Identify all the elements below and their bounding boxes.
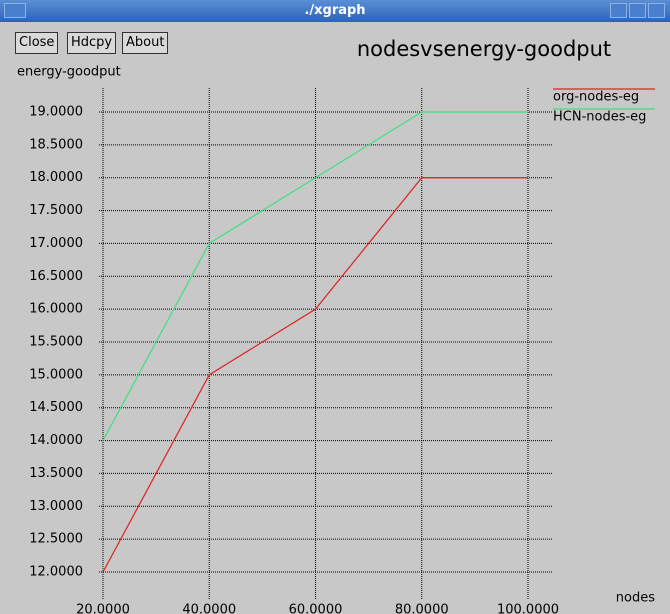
x-tick-label: 60.0000 [289, 603, 343, 614]
x-tick-label: 80.0000 [395, 603, 449, 614]
series-line [102, 177, 528, 573]
y-tick-label: 19.0000 [29, 105, 83, 120]
y-tick-label: 15.0000 [29, 367, 83, 382]
minimize[interactable] [610, 3, 627, 18]
maximize[interactable] [629, 3, 646, 18]
close-window[interactable] [648, 3, 665, 18]
legend-label: HCN-nodes-eg [553, 110, 646, 125]
window-menu[interactable] [4, 3, 26, 18]
series-line [102, 111, 528, 441]
y-axis-label: energy-goodput [17, 65, 121, 80]
hdcpy-button[interactable]: Hdcpy [67, 32, 117, 54]
y-tick-label: 16.0000 [29, 302, 83, 317]
y-tick-label: 16.5000 [29, 269, 83, 284]
close-button[interactable]: Close [15, 32, 59, 54]
y-tick-label: 18.0000 [29, 170, 83, 185]
y-tick-label: 13.0000 [29, 499, 83, 514]
x-tick-label: 100.0000 [497, 603, 559, 614]
y-tick-label: 13.5000 [29, 466, 83, 481]
y-tick-label: 14.5000 [29, 400, 83, 415]
y-tick-label: 12.0000 [29, 565, 83, 580]
y-tick-label: 15.5000 [29, 335, 83, 350]
y-tick-label: 12.5000 [29, 532, 83, 547]
y-tick-label: 14.0000 [29, 433, 83, 448]
legend-label: org-nodes-eg [553, 90, 639, 105]
y-tick-label: 17.0000 [29, 236, 83, 251]
x-tick-label: 40.0000 [182, 603, 236, 614]
chart-title: nodesvsenergy-goodput [357, 37, 611, 61]
title-bar: ./xgraph [0, 0, 670, 22]
about-button[interactable]: About [122, 32, 169, 54]
window-title: ./xgraph [304, 3, 366, 18]
y-tick-label: 18.5000 [29, 137, 83, 152]
y-tick-label: 17.5000 [29, 203, 83, 218]
x-axis-label: nodes [616, 591, 655, 606]
x-tick-label: 20.0000 [76, 603, 130, 614]
